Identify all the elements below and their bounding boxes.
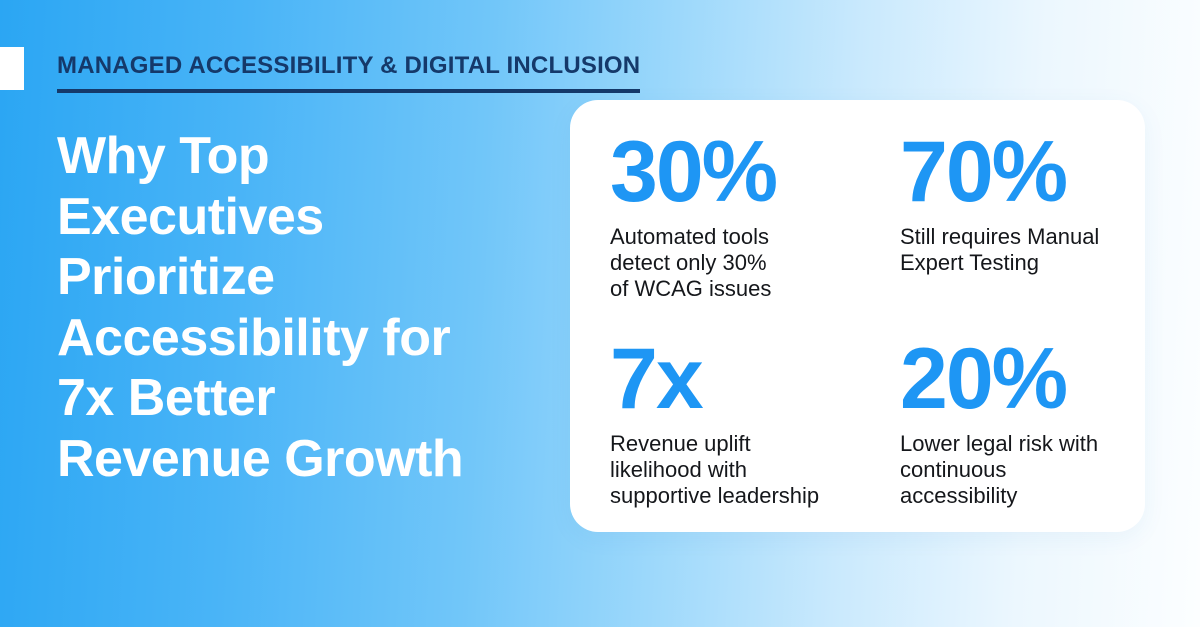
headline-line: Revenue Growth (57, 429, 464, 488)
eyebrow-label: MANAGED ACCESSIBILITY & DIGITAL INCLUSIO… (57, 52, 641, 93)
stat-description-line: Automated tools (610, 223, 769, 249)
headline: Why Top Executives Prioritize Accessibil… (57, 126, 557, 489)
headline-line: Prioritize (57, 248, 275, 307)
stats-card: 30% Automated tools detect only 30% of W… (570, 100, 1145, 532)
headline-line: Why Top (57, 127, 270, 185)
headline-line: 7x Better (57, 369, 276, 428)
stat-item-automated-tools: 30% Automated tools detect only 30% of W… (610, 124, 900, 303)
stat-description-line: Revenue uplift (610, 430, 751, 456)
stat-description-line: likelihood with (610, 456, 747, 482)
stat-description-line: Still requires Manual (900, 223, 1100, 249)
stat-description-line: of WCAG issues (610, 276, 772, 302)
stat-description: Lower legal risk with continuous accessi… (900, 431, 1109, 510)
stat-description-line: supportive leadership (610, 483, 820, 509)
stat-description-line: Lower legal risk with (900, 430, 1099, 456)
stat-value: 30% (610, 124, 778, 220)
stat-description: Revenue uplift likelihood with supportiv… (610, 431, 900, 510)
stat-description: Automated tools detect only 30% of WCAG … (610, 224, 900, 303)
accent-square (0, 47, 24, 90)
stat-description-line: continuous (900, 456, 1007, 482)
stat-item-legal-risk: 20% Lower legal risk with continuous acc… (900, 330, 1109, 510)
stat-item-manual-testing: 70% Still requires Manual Expert Testing (900, 124, 1109, 303)
stat-description-line: accessibility (900, 483, 1018, 509)
stat-value: 20% (900, 330, 1068, 427)
stat-description-line: Expert Testing (900, 250, 1040, 276)
stat-description-line: detect only 30% (610, 250, 767, 276)
stat-value: 70% (900, 124, 1068, 220)
stat-value: 7x (610, 330, 704, 427)
stat-description: Still requires Manual Expert Testing (900, 224, 1109, 277)
headline-line: Executives (57, 187, 324, 246)
stat-item-revenue-uplift: 7x Revenue uplift likelihood with suppor… (610, 330, 900, 510)
headline-line: Accessibility for (57, 308, 451, 367)
